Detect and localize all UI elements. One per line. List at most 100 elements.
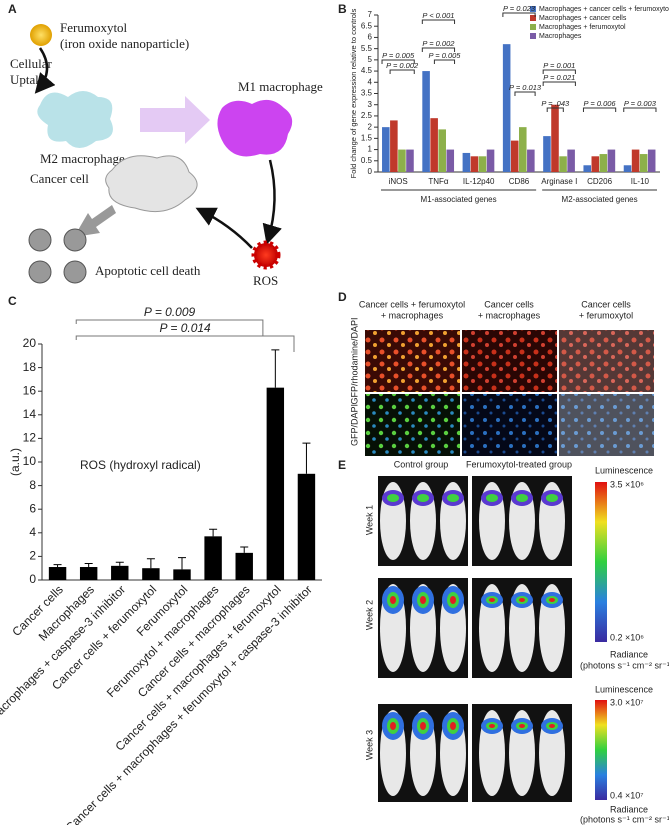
significance-bracket (389, 69, 415, 74)
group-label: M1-associated genes (421, 195, 497, 204)
p-value: P < 0.001 (422, 11, 454, 20)
p-value: P = 0.006 (584, 99, 617, 108)
error-bar (84, 562, 93, 568)
signal (489, 724, 495, 728)
signal (549, 598, 555, 602)
y-tick-label: 10 (23, 454, 37, 468)
bar (583, 165, 592, 172)
p-value: P = 0.005 (382, 51, 415, 60)
group-label: Ferumoxytol-treated group (466, 459, 572, 469)
bar (478, 156, 487, 172)
bar (647, 149, 656, 172)
y-tick-label: 1 (368, 145, 373, 154)
y-tick-label: 4.5 (361, 66, 373, 75)
scale-max: 3.5 ×10⁶ (610, 479, 644, 489)
bar (502, 44, 511, 172)
row-label: GFP/rhodamine/DAPI (349, 317, 359, 404)
y-tick-label: 8 (29, 478, 36, 492)
panel-label: A (8, 2, 17, 16)
bar (551, 104, 559, 172)
legend-swatch (530, 15, 536, 21)
error-bar (240, 546, 249, 553)
scale-min: 0.2 ×10⁶ (610, 632, 644, 642)
significance-bracket (546, 107, 564, 112)
x-tick-label: Arginase I (541, 177, 577, 186)
bar (111, 565, 129, 580)
legend-swatch (530, 6, 536, 12)
scale-unit: (photons s⁻¹ cm⁻² sr⁻¹) (580, 660, 669, 670)
significance-bracket (582, 107, 617, 112)
colorbar (595, 482, 607, 642)
bar (438, 129, 446, 172)
legend-label: Macrophages + cancer cells + ferumoxytol (539, 6, 669, 13)
bar (519, 127, 527, 172)
signal (450, 722, 456, 730)
bar (527, 149, 535, 172)
signal (489, 496, 495, 500)
p-value: P = .043 (541, 99, 570, 108)
significance-bracket (623, 107, 657, 112)
label: Cancer cell (30, 171, 89, 186)
p-value: P = 0.023 (503, 4, 536, 13)
signal (420, 496, 426, 500)
bar (79, 567, 98, 580)
error-bar (178, 557, 186, 570)
y-tick-label: 0 (29, 572, 36, 586)
p-value: P = 0.005 (428, 51, 461, 60)
label: Cellular (10, 56, 53, 71)
bar (142, 568, 160, 580)
significance-bracket (433, 59, 456, 64)
label: Ferumoxytol (60, 20, 128, 35)
signal (519, 496, 525, 500)
y-tick-label: 4 (368, 77, 373, 86)
y-tick-label: 6 (368, 33, 373, 42)
group-label: Control group (394, 459, 449, 469)
arrow (74, 205, 116, 237)
bar (462, 152, 471, 172)
label: Apoptotic cell death (95, 263, 201, 278)
p-value: P = 0.001 (543, 61, 575, 70)
significance-bracket (75, 335, 295, 352)
label: M1 macrophage (238, 79, 323, 94)
signal (390, 596, 396, 604)
y-axis-label: Fold change of gene expression relative … (349, 8, 358, 178)
bar (559, 156, 567, 172)
bar (631, 149, 640, 172)
legend-label: Macrophages (539, 33, 582, 40)
week-label: Week 2 (364, 600, 374, 630)
nanoparticle (30, 24, 52, 46)
legend-swatch (530, 33, 536, 39)
bar (567, 149, 575, 172)
bar (510, 140, 519, 172)
bar (204, 536, 222, 580)
week-label: Week 1 (364, 505, 374, 535)
m2-cell (37, 91, 113, 148)
scale-unit: (photons s⁻¹ cm⁻² sr⁻¹) (580, 814, 669, 824)
bar (382, 127, 390, 172)
y-tick-label: 1.5 (361, 133, 373, 142)
scale-title: Luminescence (595, 684, 653, 694)
x-tick-label: TNFα (428, 177, 449, 186)
error-bar (146, 558, 155, 569)
scale-max: 3.0 ×10⁷ (610, 697, 644, 707)
significance-bracket (421, 47, 456, 52)
error-bar (271, 349, 280, 388)
bar (297, 473, 316, 580)
y-axis-label: (a.u.) (8, 448, 22, 476)
bar (607, 149, 616, 172)
error-bar (209, 528, 218, 537)
y-tick-label: 2 (29, 549, 36, 563)
y-tick-label: 6 (29, 501, 36, 515)
bar (486, 149, 495, 172)
p-value: P = 0.021 (543, 73, 575, 82)
panel-d: D Cancer cells + ferumoxytol + macrophag… (338, 290, 654, 456)
bar (623, 165, 632, 172)
column-label: Cancer cells (484, 299, 534, 309)
bar (48, 567, 67, 580)
group-label: M2-associated genes (562, 195, 638, 204)
label: (iron oxide nanoparticle) (60, 36, 189, 51)
colorbar (595, 700, 607, 800)
arrow (34, 47, 56, 94)
p-value: P = 0.003 (624, 99, 657, 108)
signal (489, 598, 495, 602)
